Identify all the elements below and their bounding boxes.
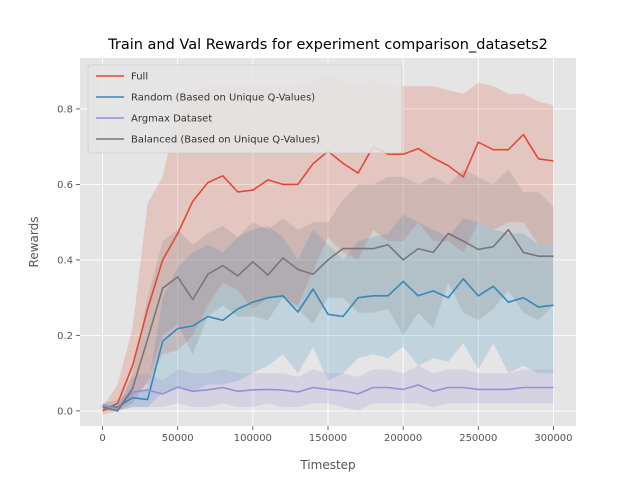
legend-label: Full [131, 72, 148, 83]
x-axis-ticks: 0 50000 100000 150000 200000 250000 300000 [99, 426, 573, 444]
series-line [102, 228, 554, 412]
series-line [102, 277, 554, 408]
y-tick-label: 0.4 [57, 255, 73, 266]
chart-title: Train and Val Rewards for experiment com… [107, 37, 548, 53]
x-tick-label: 150000 [309, 433, 347, 444]
y-tick-label: 0.2 [57, 331, 73, 342]
x-tick-label: 200000 [384, 433, 422, 444]
legend-label: Balanced (Based on Unique Q-Values) [131, 135, 320, 146]
x-tick-label: 300000 [534, 433, 572, 444]
x-axis-label: Timestep [299, 458, 355, 472]
y-axis-ticks: 0.0 0.2 0.4 0.6 0.8 [57, 104, 80, 417]
legend: Full Random (Based on Unique Q-Values) Arg… [87, 64, 403, 154]
y-tick-label: 0.8 [57, 104, 73, 115]
legend-label: Random (Based on Unique Q-Values) [131, 93, 315, 104]
y-tick-label: 0.0 [57, 406, 73, 417]
series-line [102, 384, 554, 410]
confidence-band [102, 365, 554, 411]
legend-label: Argmax Dataset [131, 114, 212, 125]
x-tick-label: 100000 [234, 433, 272, 444]
y-axis-label: Rewards [27, 217, 41, 268]
x-tick-label: 250000 [459, 433, 497, 444]
x-tick-label: 0 [99, 433, 105, 444]
legend-box [87, 64, 403, 154]
confidence-band [102, 75, 554, 415]
x-tick-label: 50000 [162, 433, 194, 444]
y-tick-label: 0.6 [57, 180, 73, 191]
confidence-band [102, 169, 554, 411]
